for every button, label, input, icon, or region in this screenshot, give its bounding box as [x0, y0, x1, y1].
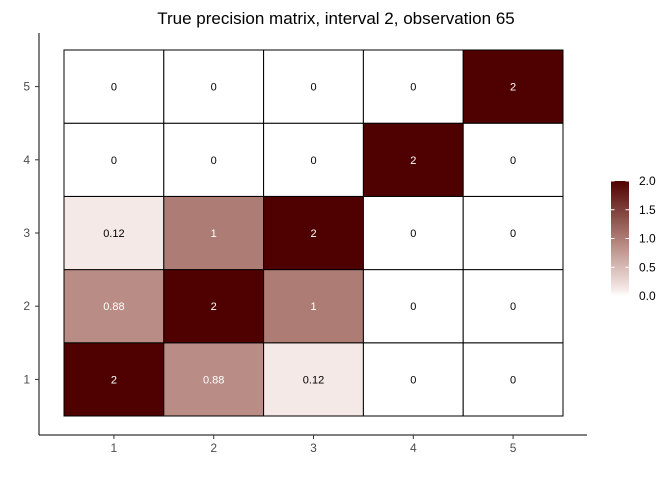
- cell-value-label: 0.88: [203, 374, 224, 386]
- colorbar-tick-label: 2.0: [639, 174, 656, 188]
- cell-value-label: 0: [510, 155, 516, 167]
- cell-value-label: 0.88: [103, 301, 124, 313]
- heatmap-cell: [462, 342, 564, 417]
- heatmap-cell: [263, 122, 364, 197]
- cell-value-label: 0: [510, 228, 516, 240]
- heatmap-cell: [63, 342, 165, 417]
- heatmap-cell: [163, 122, 265, 197]
- heatmap-cell: [163, 269, 265, 344]
- cell-value-label: 0: [410, 301, 416, 313]
- heatmap-cell: [63, 269, 165, 344]
- y-tick-label: 2: [23, 299, 30, 313]
- heatmap-cell: [462, 195, 564, 271]
- cell-value-label: 0: [510, 301, 516, 313]
- chart-title: True precision matrix, interval 2, obser…: [157, 9, 514, 28]
- y-tick-label: 5: [23, 80, 30, 94]
- colorbar: [611, 181, 629, 296]
- x-tick-label: 5: [510, 441, 517, 455]
- y-tick-label: 4: [23, 153, 30, 167]
- heatmap-cell: [263, 49, 364, 124]
- cell-value-label: 2: [310, 228, 316, 240]
- cell-value-label: 1: [211, 228, 217, 240]
- cell-value-label: 2: [111, 374, 117, 386]
- cell-value-label: 0: [111, 155, 117, 167]
- cell-value-label: 0: [410, 374, 416, 386]
- x-tick-label: 1: [111, 441, 118, 455]
- heatmap-cell: [362, 269, 464, 344]
- heatmap-cell: [163, 49, 265, 124]
- cell-value-label: 2: [211, 301, 217, 313]
- y-tick-label: 1: [23, 372, 30, 386]
- heatmap-cell: [263, 195, 364, 271]
- cell-value-label: 0: [310, 155, 316, 167]
- cell-value-label: 0: [310, 82, 316, 94]
- colorbar-tick-label: 0.0: [639, 289, 656, 303]
- heatmap-cell: [362, 342, 464, 417]
- heatmap-cell: [163, 195, 265, 271]
- y-tick-label: 3: [23, 226, 30, 240]
- cell-value-label: 2: [410, 155, 416, 167]
- cell-value-label: 0.12: [303, 374, 324, 386]
- heatmap-cell: [462, 122, 564, 197]
- x-tick-label: 3: [310, 441, 317, 455]
- heatmap-cell: [462, 269, 564, 344]
- colorbar-tick-label: 1.0: [639, 232, 656, 246]
- cell-value-label: 0: [111, 82, 117, 94]
- heatmap-cell: [63, 122, 165, 197]
- colorbar-tick-label: 1.5: [639, 203, 656, 217]
- heatmap-cell: [362, 122, 464, 197]
- cell-value-label: 0.12: [103, 228, 124, 240]
- cell-value-label: 2: [510, 82, 516, 94]
- x-tick-label: 4: [410, 441, 417, 455]
- cell-value-label: 0: [410, 82, 416, 94]
- heatmap-cell: [263, 269, 364, 344]
- cell-value-label: 0: [410, 228, 416, 240]
- heatmap-cell: [63, 49, 165, 124]
- cell-value-label: 1: [310, 301, 316, 313]
- heatmap-cell: [163, 342, 265, 417]
- cell-value-label: 0: [211, 155, 217, 167]
- cell-value-label: 0: [510, 374, 516, 386]
- x-tick-label: 2: [210, 441, 217, 455]
- cell-value-label: 0: [211, 82, 217, 94]
- colorbar-tick-label: 0.5: [639, 260, 656, 274]
- heatmap-cell: [462, 49, 564, 124]
